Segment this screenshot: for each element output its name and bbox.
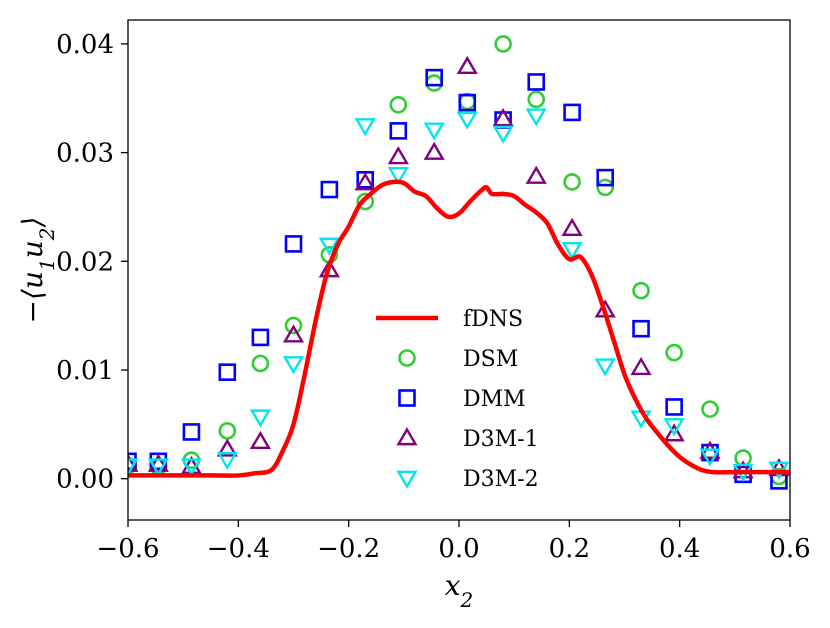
data-point-d3m-1 <box>387 146 409 165</box>
data-point-dsm <box>494 35 512 53</box>
legend-label: D3M-2 <box>463 467 539 492</box>
data-point-dmm <box>527 73 546 91</box>
x-tick-label: 0.2 <box>549 534 590 564</box>
legend: fDNS DSM DMM D3M-1 D3M-2 <box>376 307 539 492</box>
legend-label: DMM <box>463 387 526 412</box>
x-tick-label: −0.4 <box>207 534 270 564</box>
data-point-d3m-2 <box>561 242 583 261</box>
data-point-dsm <box>389 95 408 114</box>
data-point-dmm <box>182 423 201 441</box>
data-point-d3m-2 <box>147 458 169 477</box>
data-point-d3m-2 <box>525 108 547 127</box>
data-point-dmm <box>458 93 477 112</box>
data-point-d3m-2 <box>663 418 685 437</box>
data-point-dsm <box>596 178 614 197</box>
legend-item-d3m-1: D3M-1 <box>396 427 539 452</box>
data-point-dmm <box>218 363 237 381</box>
legend-item-dsm: DSM <box>398 347 518 372</box>
data-point-dsm <box>251 354 270 373</box>
legend-marker-swatch <box>398 349 416 367</box>
data-point-d3m-1 <box>561 217 583 237</box>
data-point-d3m-2 <box>699 448 721 467</box>
data-layer <box>128 35 790 490</box>
data-point-dsm <box>701 400 719 418</box>
data-point-d3m-1 <box>147 453 169 472</box>
data-point-dmm <box>251 328 270 347</box>
data-point-d3m-1 <box>630 356 652 376</box>
y-axis-label: −⟨u1u2⟩ <box>16 217 59 324</box>
data-point-dsm <box>356 192 375 211</box>
data-point-d3m-2 <box>594 358 616 377</box>
data-point-d3m-2 <box>249 409 271 428</box>
data-point-dsm <box>425 74 443 92</box>
data-point-d3m-1 <box>216 438 238 457</box>
data-point-dmm <box>596 168 614 187</box>
data-point-d3m-2 <box>387 167 409 186</box>
data-point-dsm <box>218 422 237 440</box>
data-point-d3m-1 <box>423 141 445 160</box>
data-point-dmm <box>563 103 581 122</box>
data-point-d3m-2 <box>180 458 203 477</box>
data-point-d3m-2 <box>318 237 340 256</box>
series-d3m-1 <box>128 55 790 479</box>
x-tick-label: −0.2 <box>317 534 380 564</box>
legend-item-dmm: DMM <box>398 387 526 412</box>
data-point-d3m-1 <box>354 172 376 191</box>
legend-marker-swatch <box>398 389 416 407</box>
data-point-d3m-1 <box>456 55 478 75</box>
x-tick-label: 0.6 <box>769 534 810 564</box>
data-point-dmm <box>632 319 650 338</box>
data-point-d3m-2 <box>423 122 445 141</box>
data-point-d3m-1 <box>663 423 685 442</box>
data-point-dmm <box>389 122 408 140</box>
data-point-d3m-1 <box>492 108 514 127</box>
data-point-dmm <box>665 398 683 416</box>
legend-label: D3M-1 <box>463 427 539 452</box>
x-tick-label: −0.6 <box>96 534 159 564</box>
data-point-dmm <box>320 180 339 199</box>
data-point-dmm <box>425 68 443 87</box>
data-point-dsm <box>284 316 303 335</box>
x-axis-label: x2 <box>445 569 474 612</box>
data-point-d3m-1 <box>525 165 547 184</box>
y-tick-label: 0.03 <box>56 139 114 169</box>
legend-label: DSM <box>463 347 518 372</box>
data-point-d3m-1 <box>318 259 340 278</box>
ticks-layer: −0.6 −0.4 −0.2 0.0 0.2 0.4 0.6 0.00 0.01 0.02 0.03… <box>56 30 811 564</box>
y-tick-label: 0.01 <box>56 356 114 386</box>
data-point-d3m-1 <box>282 324 305 343</box>
data-point-d3m-2 <box>456 111 478 130</box>
series-d3m-2 <box>128 108 790 482</box>
data-point-d3m-1 <box>128 453 139 472</box>
legend-item-d3m-2: D3M-2 <box>396 467 539 492</box>
x-tick-label: 0.0 <box>438 534 479 564</box>
data-point-dsm <box>563 173 581 191</box>
legend-marker-swatch <box>396 470 418 489</box>
data-point-d3m-2 <box>354 118 376 137</box>
legend-label: fDNS <box>463 307 523 332</box>
x-tick-label: 0.4 <box>659 534 700 564</box>
y-tick-label: 0.02 <box>56 247 114 277</box>
y-tick-label: 0.00 <box>56 465 114 495</box>
data-point-d3m-2 <box>282 356 305 375</box>
axis-labels: x2 −⟨u1u2⟩ <box>16 217 473 612</box>
data-point-dsm <box>632 281 650 300</box>
data-point-dsm <box>527 90 546 109</box>
data-point-dmm <box>284 235 303 253</box>
data-point-d3m-2 <box>492 125 514 144</box>
data-point-dsm <box>665 343 683 362</box>
data-point-d3m-1 <box>249 430 271 450</box>
series-line-fdns <box>128 179 790 478</box>
y-tick-label: 0.04 <box>56 30 114 60</box>
legend-item-fdns: fDNS <box>376 307 523 332</box>
data-point-d3m-2 <box>216 451 238 471</box>
legend-marker-swatch <box>396 427 418 446</box>
data-point-d3m-2 <box>128 458 139 477</box>
series-dsm <box>128 35 788 486</box>
